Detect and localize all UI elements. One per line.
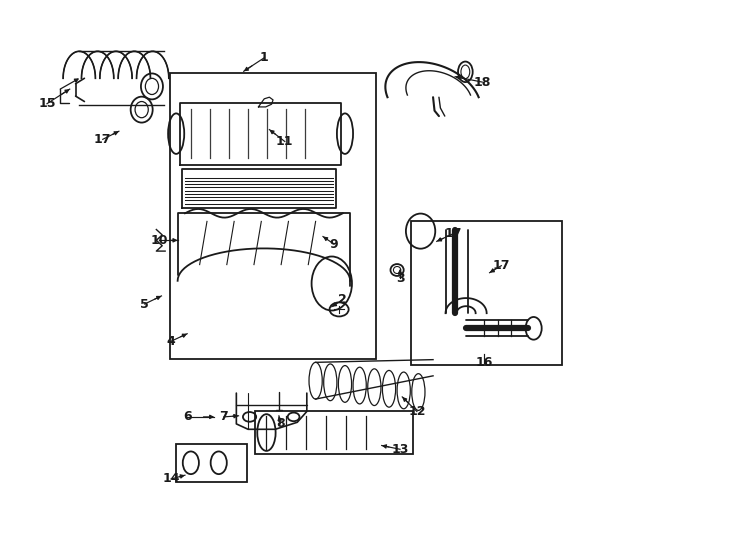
Bar [411,221,562,364]
Bar [255,411,413,454]
Text: 17: 17 [94,133,112,146]
Text: 12: 12 [408,405,426,418]
Text: 7: 7 [219,410,228,423]
Bar [170,73,376,359]
Text: 10: 10 [150,234,168,247]
Text: 13: 13 [391,443,409,456]
Text: 11: 11 [276,135,294,148]
Text: 5: 5 [140,298,149,310]
Text: 6: 6 [183,410,192,423]
Text: 17: 17 [444,227,462,240]
Text: 8: 8 [276,417,285,430]
Text: 14: 14 [162,472,180,485]
Bar [176,444,247,482]
Text: 9: 9 [330,238,338,251]
Text: 1: 1 [260,51,269,64]
Text: 17: 17 [493,259,510,272]
Text: 2: 2 [338,293,347,306]
Text: 15: 15 [38,97,56,110]
Text: 3: 3 [396,272,404,285]
Text: 16: 16 [476,356,493,369]
Text: 4: 4 [167,335,175,348]
Text: 18: 18 [473,76,491,89]
